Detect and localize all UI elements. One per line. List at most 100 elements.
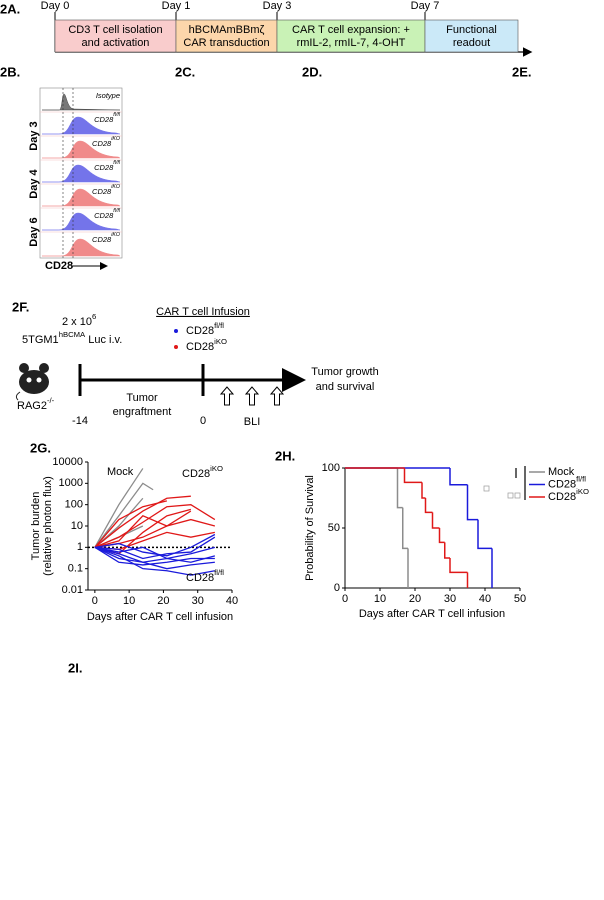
dose-label-base: 2 x 10: [62, 316, 92, 328]
histogram-frame: [39, 87, 123, 259]
histogram-axis-label: CD28: [45, 260, 73, 272]
group-annotation-sup: iKO: [210, 464, 223, 473]
cell-line-label-base: 5TGM1: [22, 334, 59, 346]
group-annotation-base: Mock: [107, 466, 134, 478]
group-label-base: CD28: [186, 341, 214, 353]
y-tick-label: 1: [77, 541, 83, 553]
histogram-row-label-base: CD28: [92, 187, 112, 196]
timepoint-label: -14: [72, 415, 88, 427]
y-axis-label: (relative photon flux): [42, 476, 54, 576]
legend-label: CD28fl/fl: [548, 475, 586, 491]
histogram-row-label: CD28fl/fl: [94, 208, 121, 220]
legend-label: CD28iKO: [548, 487, 589, 503]
imaging-label: BLI: [244, 416, 261, 428]
y-tick-label: 0.01: [62, 584, 83, 596]
legend-label-sup: fl/fl: [576, 475, 586, 484]
survival-step: [403, 468, 422, 484]
x-tick-label: 20: [157, 595, 169, 607]
y-axis-label: Tumor burden: [30, 492, 42, 561]
step-text: hBCMAmBBmζ: [189, 24, 265, 36]
day-row-label: Day 6: [28, 217, 40, 246]
y-tick-label: 1000: [59, 477, 83, 489]
mouse-line: [94, 510, 192, 548]
histogram-row-label: CD28iKO: [92, 232, 120, 244]
panel-label: 2G.: [30, 440, 51, 455]
histogram-row-label: CD28fl/fl: [94, 112, 121, 124]
group-label-base: CD28: [186, 325, 214, 337]
x-tick-label: 50: [514, 593, 526, 605]
histogram-peak: [42, 212, 121, 231]
cell-line-label-sup: hBCMA: [59, 330, 86, 339]
legend-dot: [174, 329, 178, 333]
step-text: CAR T cell expansion: +: [292, 24, 410, 36]
survival-step: [449, 468, 468, 486]
mouse-line: [94, 533, 216, 557]
mouse-line: [94, 546, 216, 563]
survival-step: [438, 528, 445, 544]
survival-step: [421, 482, 426, 499]
survival-step: [396, 468, 403, 509]
day-row-label: Day 3: [28, 121, 40, 150]
legend-label-sup: iKO: [576, 487, 589, 496]
host-label-sup: -/-: [47, 396, 55, 405]
x-tick-label: 30: [444, 593, 456, 605]
x-tick-label: 40: [226, 595, 238, 607]
group-label: CD28fl/fl: [186, 321, 224, 337]
group-annotation-sup: fl/fl: [214, 568, 224, 577]
histogram-peak: [42, 164, 121, 183]
mouse-line: [94, 482, 154, 548]
survival-step: [466, 484, 478, 521]
y-tick-label: 0: [334, 582, 340, 594]
x-axis-label: Days after CAR T cell infusion: [87, 611, 233, 623]
y-tick-label: 10000: [52, 456, 83, 468]
y-axis-label: Probability of Survival: [304, 475, 316, 581]
host-label-base: RAG2: [17, 400, 47, 412]
histogram-peak: [42, 116, 121, 135]
legend-label-base: CD28: [548, 478, 576, 490]
phase-label: Tumor: [126, 392, 158, 404]
survival-step: [402, 507, 408, 550]
mouse-line: [94, 495, 191, 548]
survival-step: [477, 519, 492, 550]
bli-arrow: [269, 386, 285, 406]
histogram-row-label-base: CD28: [92, 235, 112, 244]
panel-label: 2B.: [0, 64, 20, 79]
histogram-row-label: Isotype: [96, 91, 120, 100]
day-label: Day 7: [411, 0, 440, 12]
x-axis-label: Days after CAR T cell infusion: [359, 608, 505, 620]
x-tick-label: 40: [479, 593, 491, 605]
mouse-icon: [15, 363, 49, 401]
mouse-line: [94, 536, 216, 560]
x-tick-label: 10: [374, 593, 386, 605]
step-text: and activation: [82, 37, 150, 49]
histogram-row-label-base: CD28: [94, 163, 114, 172]
survival-step: [424, 498, 433, 514]
legend-label-base: Mock: [548, 466, 575, 478]
survival-step: [449, 558, 468, 574]
y-tick-label: 10: [71, 520, 83, 532]
panel-label: 2E.: [512, 64, 532, 79]
step-box: [175, 19, 278, 53]
x-tick-label: 30: [192, 595, 204, 607]
sig-marker: [507, 492, 514, 499]
mouse-line: [94, 546, 216, 560]
x-tick-label: 0: [92, 595, 98, 607]
legend-label-base: CD28: [548, 491, 576, 503]
histogram-row-label-base: Isotype: [96, 91, 120, 100]
panel-label: 2I.: [68, 660, 82, 675]
dose-label-sup: 6: [92, 312, 96, 321]
sig-marker: [514, 492, 521, 499]
histogram-row-label-sup: fl/fl: [113, 112, 121, 118]
outcome-label: and survival: [316, 381, 375, 393]
histogram-row-label-sup: iKO: [111, 184, 120, 190]
timepoint-label: 0: [200, 415, 206, 427]
step-box: [54, 19, 177, 53]
step-text: rmIL-2, rmIL-7, 4-OHT: [297, 37, 406, 49]
histogram-row-label: CD28fl/fl: [94, 160, 121, 172]
histogram-row-label-sup: fl/fl: [113, 160, 121, 166]
panel-label: 2D.: [302, 64, 322, 79]
group-annotation-base: CD28: [182, 468, 210, 480]
sig-marker: [483, 485, 490, 492]
day-label: Day 0: [41, 0, 70, 12]
y-tick-label: 100: [65, 499, 83, 511]
